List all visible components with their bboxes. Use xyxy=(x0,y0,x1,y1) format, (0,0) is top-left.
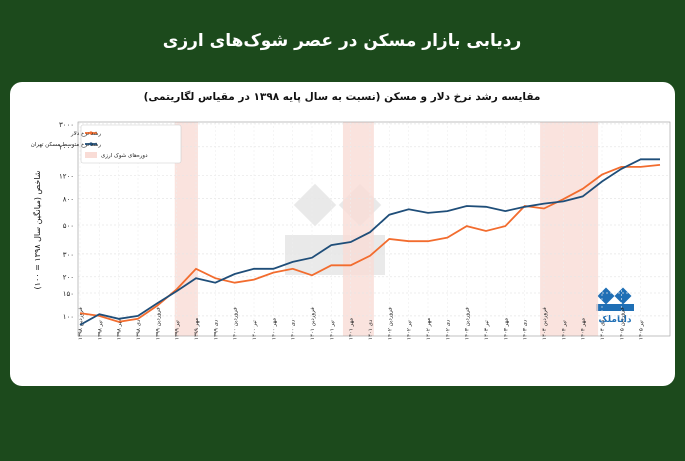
x-tick-label: فروردین ۱۳۹۹ xyxy=(155,307,161,340)
legend-swatch xyxy=(89,142,93,146)
chart-title: مقایسه رشد نرخ دلار و مسکن (نسبت به سال … xyxy=(144,90,541,103)
y-tick-label: ۳۰۰۰ xyxy=(59,121,74,129)
y-tick-label: ۳۰۰ xyxy=(63,251,74,259)
x-tick-label: تیر ۱۳۹۹ xyxy=(175,320,181,340)
x-tick-label: تیر ۱۳۹۸ xyxy=(97,320,103,340)
legend-label: رشد نرخ متوسط مسکن تهران xyxy=(31,141,102,148)
x-tick-label: تیر ۱۴۰۰ xyxy=(252,320,258,340)
legend-box xyxy=(80,124,182,164)
x-tick-label: دی ۱۴۰۰ xyxy=(291,319,297,340)
legend-swatch xyxy=(89,131,93,135)
x-tick-label: تیر ۱۴۰۳ xyxy=(484,320,490,340)
legend-label: دوره‌های شوک ارزی xyxy=(101,152,148,159)
x-tick-label: فروردین ۱۴۰۱ xyxy=(310,307,316,340)
x-tick-label: دی ۱۴۰۲ xyxy=(445,319,451,340)
x-tick-label: فروردین ۱۴۰۲ xyxy=(387,307,393,340)
x-tick-label: تیر ۱۴۰۲ xyxy=(407,320,413,340)
x-tick-label: دی ۱۴۰۱ xyxy=(368,319,374,340)
y-axis-label: شاخص (میانگین سال ۱۳۹۸ = ۱۰۰) xyxy=(32,170,42,289)
x-tick-label: دی ۱۳۹۸ xyxy=(136,319,142,340)
y-tick-label: ۲۰۰ xyxy=(63,274,74,282)
x-tick-label: فروردین ۱۴۰۵ xyxy=(619,307,625,340)
y-tick-label: ۸۰۰ xyxy=(63,195,74,203)
plot-frame xyxy=(77,121,671,337)
shock-period xyxy=(174,122,198,336)
x-tick-label: مهر ۱۴۰۳ xyxy=(503,318,509,340)
x-tick-label: دی ۱۳۹۹ xyxy=(213,319,219,340)
x-tick-label: تیر ۱۴۰۱ xyxy=(329,320,335,340)
page-title: ردیابی بازار مسکن در عصر شوک‌های ارزی xyxy=(163,31,522,51)
x-tick-label: تیر ۱۴۰۵ xyxy=(639,320,645,340)
series-line xyxy=(79,164,661,323)
x-tick-label: فروردین ۱۴۰۴ xyxy=(542,307,548,340)
x-tick-label: مهر ۱۴۰۴ xyxy=(581,318,587,340)
shock-period xyxy=(540,122,599,336)
x-tick-label: دی ۱۴۰۳ xyxy=(523,319,529,340)
legend-swatch xyxy=(85,152,97,158)
series-line xyxy=(79,158,660,326)
legend-label: رشد نرخ دلار xyxy=(70,131,101,137)
x-tick-label: مهر ۱۴۰۱ xyxy=(349,318,355,340)
x-tick-label: مهر ۱۳۹۹ xyxy=(194,318,200,340)
x-tick-label: فروردین ۱۴۰۳ xyxy=(465,307,471,340)
shock-period xyxy=(342,122,374,336)
x-tick-label: مهر ۱۴۰۲ xyxy=(426,318,432,340)
y-tick-label: ۱۰۰ xyxy=(63,313,74,321)
brand: داناملک xyxy=(599,315,632,325)
y-tick-label: ۱۲۰۰ xyxy=(59,173,74,181)
y-tick-label: ۱۵۰ xyxy=(63,290,74,298)
y-tick-label: ۵۰۰ xyxy=(63,222,74,230)
x-tick-label: فروردین ۱۴۰۰ xyxy=(233,307,239,340)
x-tick-label: دی ۱۴۰۴ xyxy=(600,319,606,340)
x-tick-label: مهر ۱۴۰۰ xyxy=(271,318,277,340)
x-tick-label: مهر ۱۳۹۸ xyxy=(117,318,123,340)
x-tick-label: تیر ۱۴۰۴ xyxy=(561,320,567,340)
y-tick-label: ۲۰۰۰ xyxy=(59,144,74,152)
